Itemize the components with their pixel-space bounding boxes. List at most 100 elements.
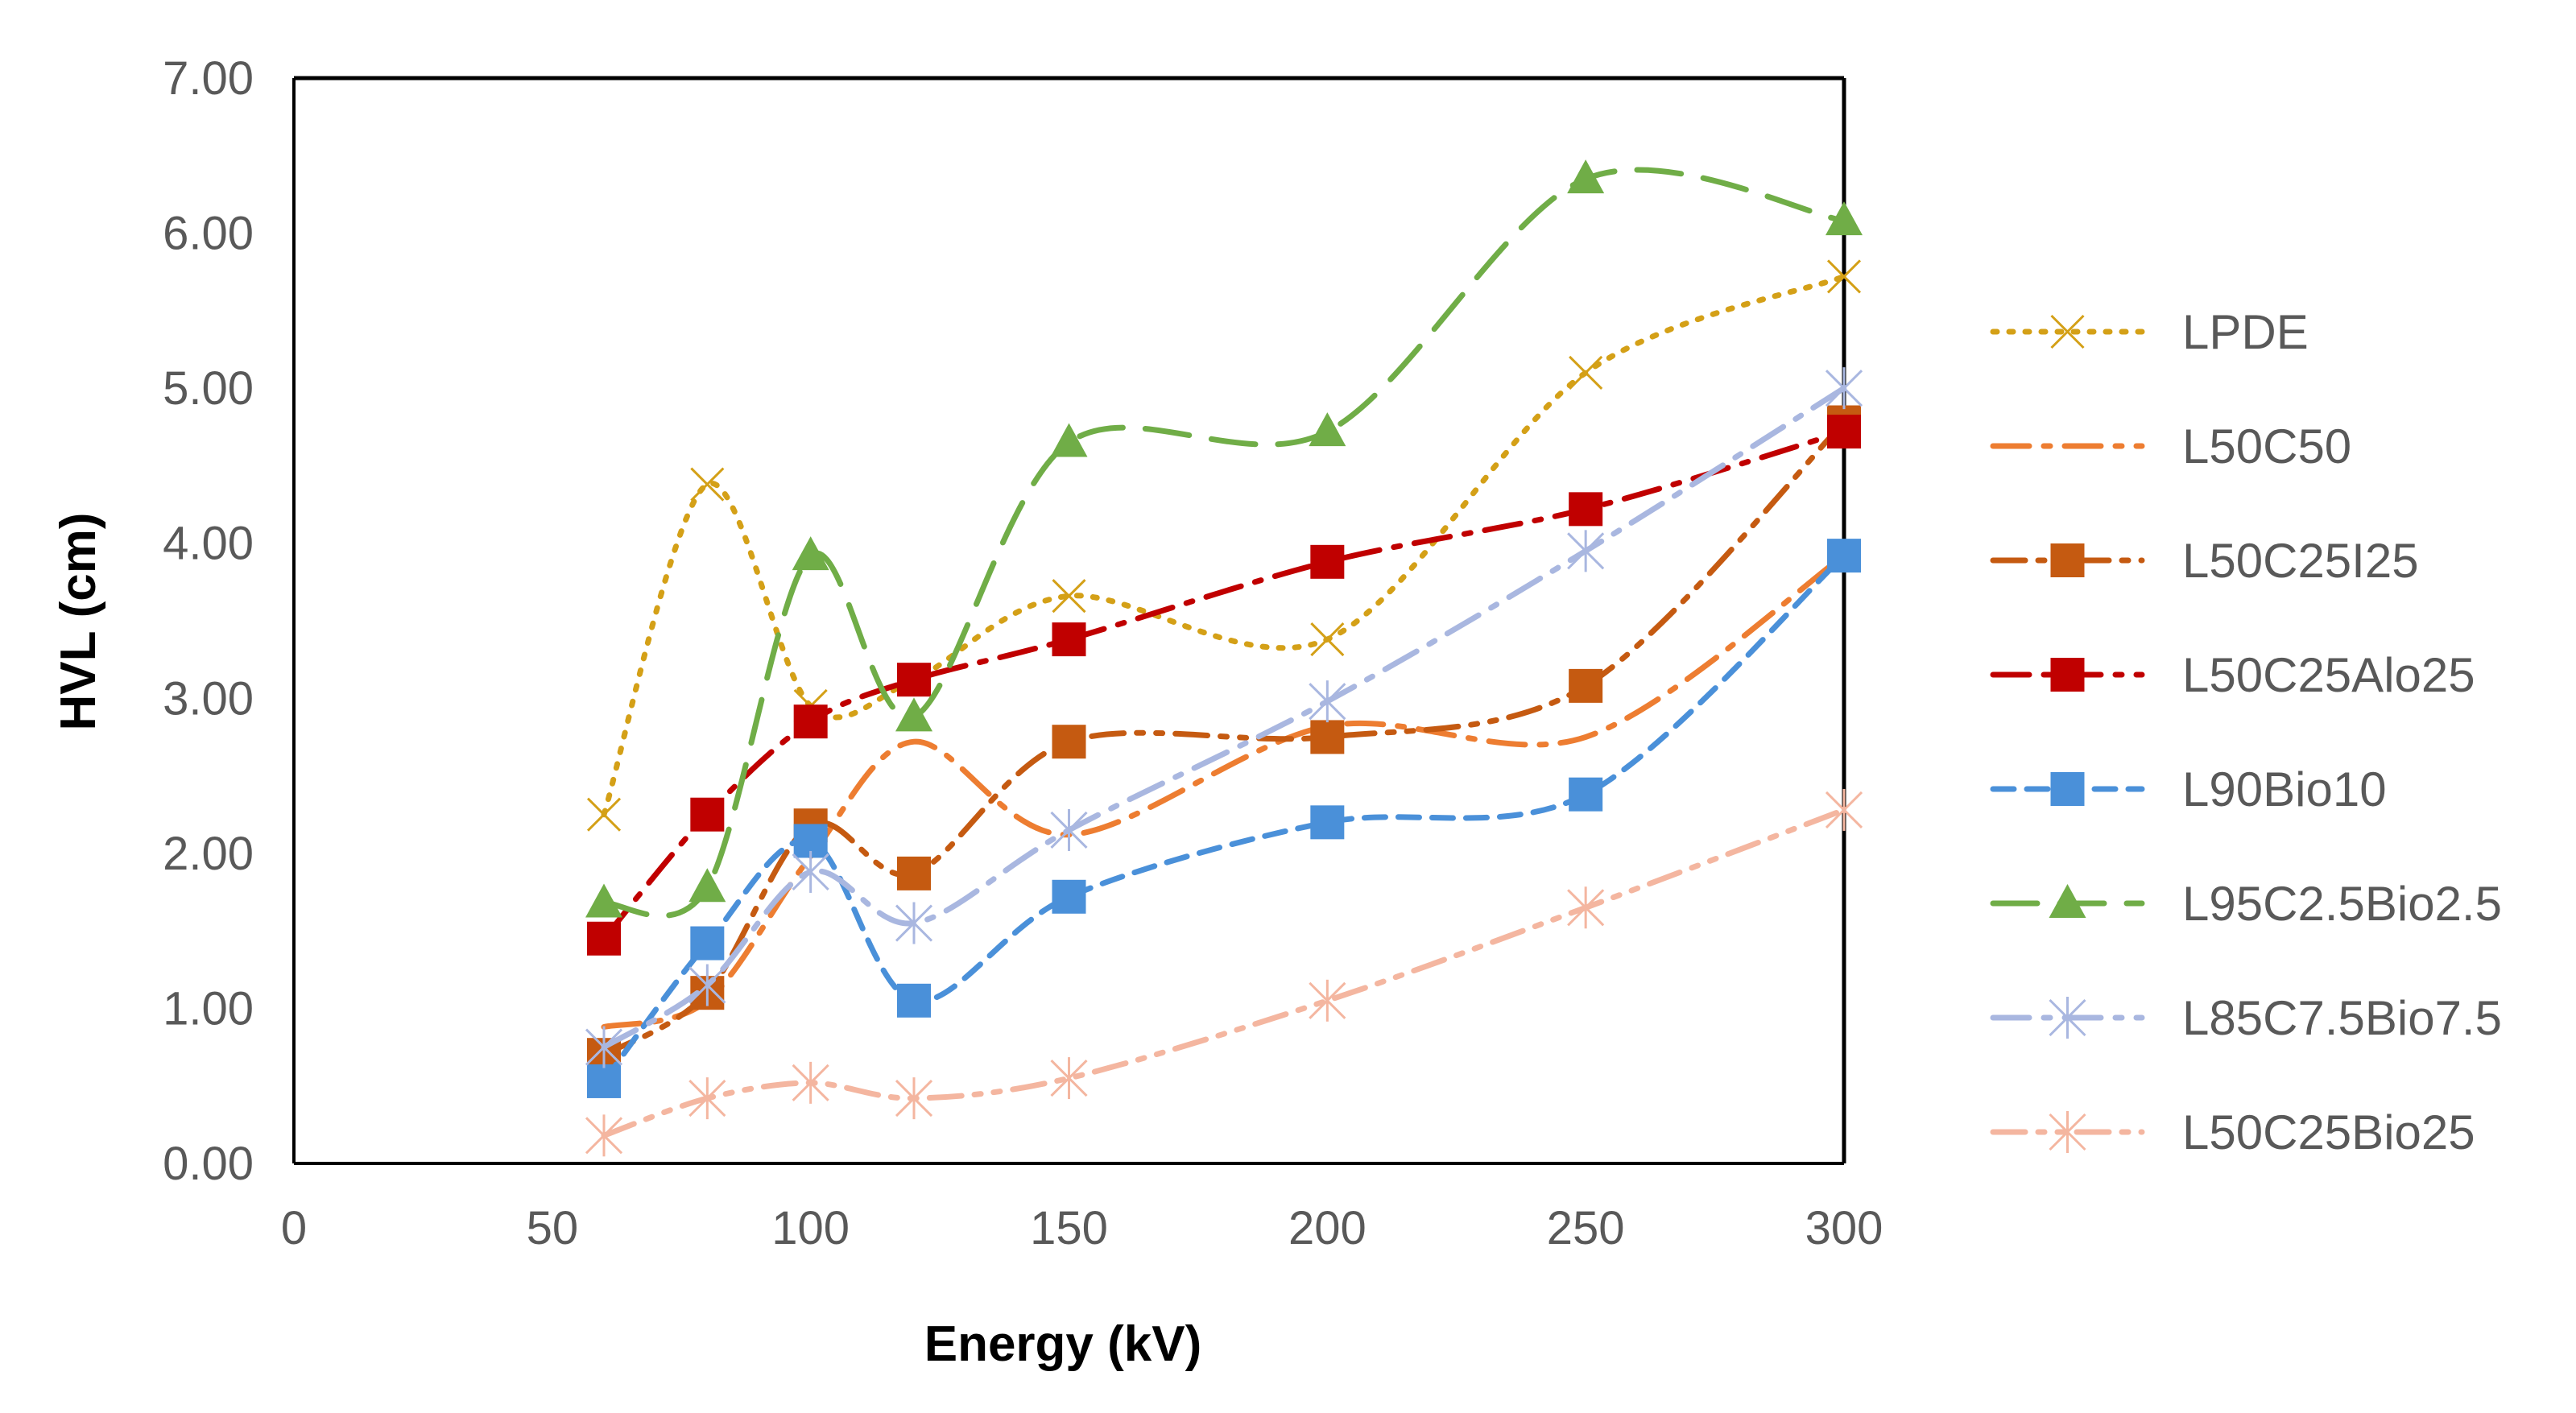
legend-marker-l50c25i25	[2050, 543, 2085, 577]
data-point-l50c25bio25	[1825, 788, 1863, 831]
x-tick-label: 300	[1805, 1202, 1883, 1254]
legend-label-l85c7-5bio7-5: L85C7.5Bio7.5	[2182, 991, 2502, 1045]
data-point-l85c7-5bio7-5	[895, 902, 933, 944]
data-point-l95c2-5bio2-5	[1309, 412, 1346, 447]
data-point-l85c7-5bio7-5	[585, 1026, 623, 1068]
legend-label-l50c25i25: L50C25I25	[2182, 534, 2419, 588]
y-tick-label: 6.00	[163, 208, 254, 260]
data-point-l90bio10	[897, 983, 931, 1018]
y-tick-label: 5.00	[163, 362, 254, 415]
data-point-l95c2-5bio2-5	[792, 536, 829, 571]
data-point-l50c25alo25	[587, 921, 621, 956]
x-tick-label: 0	[281, 1202, 307, 1254]
data-point-lpde	[1569, 355, 1603, 390]
data-point-l50c25bio25	[1050, 1057, 1088, 1100]
data-point-l50c25bio25	[895, 1077, 933, 1120]
data-point-l50c25bio25	[688, 1077, 726, 1120]
legend-label-l50c25alo25: L50C25Alo25	[2182, 648, 2475, 702]
legend-item-l50c25i25: L50C25I25	[1990, 534, 2419, 588]
data-point-l50c25bio25	[585, 1114, 623, 1157]
legend-label-l90bio10: L90Bio10	[2182, 762, 2387, 816]
data-point-l50c25i25	[1310, 720, 1345, 754]
data-point-l95c2-5bio2-5	[895, 697, 932, 732]
data-point-l85c7-5bio7-5	[792, 850, 829, 893]
series-layer	[585, 159, 1863, 1157]
series-l95c2-5bio2-5	[585, 159, 1863, 919]
y-tick-label: 1.00	[163, 982, 254, 1035]
data-point-l50c25bio25	[792, 1061, 829, 1104]
data-point-l50c25alo25	[1827, 415, 1861, 449]
data-point-l50c25i25	[1052, 725, 1086, 759]
y-axis-ticks: 0.00 1.00 2.00 3.00 4.00 5.00 6.00 7.00	[163, 52, 254, 1190]
data-point-l95c2-5bio2-5	[585, 883, 622, 918]
legend-item-l85c7-5bio7-5: L85C7.5Bio7.5	[1990, 991, 2502, 1045]
series-l50c25bio25	[585, 788, 1863, 1157]
data-point-l50c25alo25	[690, 797, 725, 832]
data-point-lpde	[1826, 259, 1862, 294]
data-point-l50c25alo25	[897, 663, 931, 697]
legend-item-l95c2-5bio2-5: L95C2.5Bio2.5	[1990, 877, 2502, 931]
x-tick-label: 150	[1030, 1202, 1108, 1254]
data-point-l90bio10	[1827, 539, 1861, 573]
legend-item-l50c25bio25: L50C25Bio25	[1990, 1105, 2475, 1159]
data-point-lpde	[690, 467, 725, 502]
data-point-l90bio10	[1569, 777, 1603, 812]
y-tick-label: 4.00	[163, 518, 254, 570]
data-point-l50c25alo25	[1310, 544, 1345, 579]
legend-item-l50c25alo25: L50C25Alo25	[1990, 648, 2475, 702]
x-tick-label: 50	[527, 1202, 579, 1254]
data-point-l85c7-5bio7-5	[1050, 808, 1088, 851]
x-axis-ticks: 0 50 100 150 200 250 300	[281, 1202, 1883, 1254]
x-axis-title: Energy (kV)	[924, 1316, 1202, 1372]
legend-item-l50c50: L50C50	[1990, 419, 2351, 473]
plot-area	[292, 76, 1846, 1165]
data-point-l90bio10	[690, 926, 725, 961]
series-line-l95c2-5bio2-5	[601, 167, 1847, 919]
data-point-lpde	[1310, 622, 1345, 657]
y-tick-label: 0.00	[163, 1138, 254, 1190]
series-l85c7-5bio7-5	[585, 367, 1863, 1068]
x-tick-label: 250	[1547, 1202, 1625, 1254]
data-point-l50c25alo25	[1569, 492, 1603, 527]
legend-marker-lpde	[2050, 314, 2085, 349]
data-point-l95c2-5bio2-5	[1826, 201, 1863, 236]
y-tick-label: 3.00	[163, 672, 254, 725]
legend-marker-l50c25alo25	[2050, 658, 2085, 692]
series-line-lpde	[601, 274, 1847, 818]
x-tick-label: 100	[771, 1202, 850, 1254]
legend-item-lpde: LPDE	[1990, 305, 2309, 359]
data-point-l90bio10	[1310, 805, 1345, 840]
data-point-l90bio10	[587, 1064, 621, 1098]
data-point-l95c2-5bio2-5	[1050, 423, 1088, 457]
series-l90bio10	[587, 539, 1861, 1098]
y-tick-label: 2.00	[163, 828, 254, 880]
data-point-l50c25alo25	[1052, 622, 1086, 657]
legend-marker-l85c7-5bio7-5	[2049, 997, 2086, 1039]
data-point-l50c25alo25	[793, 704, 828, 739]
data-point-l50c25bio25	[1309, 979, 1346, 1022]
legend-marker-l50c25bio25	[2049, 1111, 2086, 1153]
data-point-l90bio10	[1052, 879, 1086, 914]
y-axis-title: HVL (cm)	[51, 512, 106, 730]
data-point-l95c2-5bio2-5	[1567, 159, 1605, 194]
data-point-l85c7-5bio7-5	[1825, 367, 1863, 410]
legend-marker-l95c2-5bio2-5	[2049, 884, 2086, 918]
legend-label-l50c25bio25: L50C25Bio25	[2182, 1105, 2475, 1159]
series-l50c25alo25	[587, 415, 1861, 956]
y-tick-label: 7.00	[163, 52, 254, 105]
data-point-lpde	[586, 797, 622, 832]
data-point-lpde	[1052, 579, 1086, 614]
data-point-l50c25i25	[1569, 668, 1603, 703]
legend-label-l50c50: L50C50	[2182, 419, 2351, 473]
data-point-l50c25i25	[897, 856, 931, 890]
data-point-l95c2-5bio2-5	[688, 868, 726, 903]
data-point-l85c7-5bio7-5	[1309, 680, 1346, 723]
data-point-l50c25bio25	[1567, 886, 1605, 929]
data-point-l85c7-5bio7-5	[688, 964, 726, 1006]
x-tick-label: 200	[1288, 1202, 1367, 1254]
legend-label-l95c2-5bio2-5: L95C2.5Bio2.5	[2182, 877, 2502, 931]
legend: LPDE L50C50 L50C25I25 L50C25Alo25 L90Bio10 L9…	[1990, 305, 2502, 1159]
legend-item-l90bio10: L90Bio10	[1990, 762, 2387, 816]
